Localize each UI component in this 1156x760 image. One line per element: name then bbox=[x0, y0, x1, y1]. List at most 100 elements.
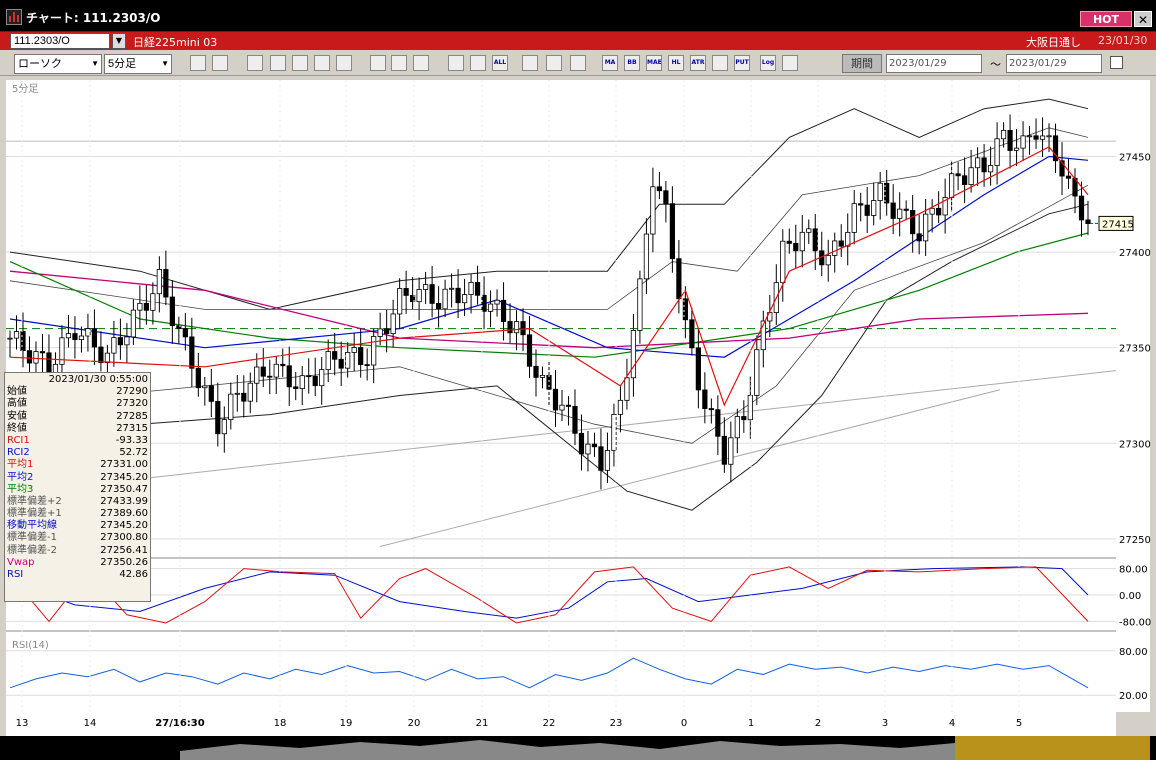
symbol-dropdown-arrow-icon[interactable]: ▼ bbox=[112, 33, 126, 49]
candle-body bbox=[241, 392, 247, 402]
toolbar-button-12[interactable] bbox=[470, 55, 486, 71]
data-window-value: 27315 bbox=[116, 422, 148, 434]
date-range-separator: 〜 bbox=[990, 58, 1001, 71]
toolbar-button-23[interactable]: PUT bbox=[734, 55, 750, 71]
toolbar-button-15[interactable] bbox=[546, 55, 562, 71]
candle-body bbox=[364, 364, 370, 366]
toolbar-button-21[interactable]: ATR bbox=[690, 55, 706, 71]
candle-body bbox=[442, 288, 448, 310]
toolbar-button-3[interactable] bbox=[247, 55, 263, 71]
candle-body bbox=[585, 443, 591, 455]
toolbar-button-7[interactable] bbox=[336, 55, 352, 71]
auto-checkbox[interactable] bbox=[1110, 56, 1123, 69]
symbol-input[interactable]: 111.2303/O bbox=[10, 33, 110, 49]
candle-body bbox=[1059, 160, 1065, 177]
candle-body bbox=[59, 337, 65, 365]
rci-tick-label: 80.00 bbox=[1119, 565, 1148, 576]
candle-body bbox=[676, 258, 682, 300]
instrument-bar: 111.2303/O ▼ 日経225mini 03 大阪日通し 23/01/30 bbox=[0, 32, 1156, 50]
candle-body bbox=[1065, 175, 1072, 179]
price-plot: 27250 27300 27350 27400 27450 27415 bbox=[6, 98, 1151, 548]
toolbar-button-10[interactable] bbox=[413, 55, 429, 71]
x-tick-label: 22 bbox=[543, 718, 556, 729]
toolbar-button-13[interactable]: ALL bbox=[492, 55, 508, 71]
toolbar-button-18[interactable]: BB bbox=[624, 55, 640, 71]
price-axis-background bbox=[1116, 80, 1150, 712]
candle-body bbox=[741, 416, 747, 421]
candle-body bbox=[384, 328, 390, 334]
candle-body bbox=[845, 231, 851, 247]
toolbar-button-14[interactable] bbox=[522, 55, 538, 71]
candle-body bbox=[39, 351, 46, 354]
data-window-value: 27256.41 bbox=[100, 544, 148, 556]
candle-body bbox=[72, 333, 78, 340]
interval-select[interactable]: 5分足 ▼ bbox=[104, 54, 172, 74]
info-date: 23/01/30 bbox=[1098, 34, 1148, 47]
candle-body bbox=[494, 299, 500, 305]
candle-body bbox=[397, 288, 403, 315]
candle-body bbox=[981, 157, 987, 173]
candle-body bbox=[286, 365, 292, 388]
candle-body bbox=[1020, 135, 1026, 149]
candle-body bbox=[884, 182, 890, 204]
candle-body bbox=[448, 287, 455, 290]
toolbar-button-25[interactable] bbox=[782, 55, 798, 71]
y-tick-label: 27300 bbox=[1119, 439, 1151, 450]
toolbar-button-22[interactable] bbox=[712, 55, 728, 71]
candle-body bbox=[864, 204, 870, 216]
data-window-label: 移動平均線 bbox=[7, 520, 57, 532]
data-window-value: 27331.00 bbox=[100, 459, 148, 471]
candle-body bbox=[332, 351, 338, 360]
data-window-label: 標準偏差-2 bbox=[7, 544, 57, 556]
x-tick-label: 0 bbox=[681, 718, 687, 729]
candle-body bbox=[91, 328, 98, 348]
candle-body bbox=[987, 165, 994, 173]
toolbar-button-9[interactable] bbox=[391, 55, 407, 71]
toolbar-button-11[interactable] bbox=[448, 55, 464, 71]
toolbar-button-20[interactable]: HL bbox=[668, 55, 684, 71]
date-from-input[interactable]: 2023/01/29 bbox=[886, 54, 982, 73]
x-tick-label: 2 bbox=[815, 718, 821, 729]
toolbar-button-5[interactable] bbox=[292, 55, 308, 71]
chart-type-value: ローソク bbox=[18, 58, 62, 70]
average2-line bbox=[9, 155, 1089, 358]
data-window-row: 高値 27320 bbox=[7, 398, 148, 410]
period-button[interactable]: 期間 bbox=[842, 54, 882, 73]
candle-body bbox=[85, 328, 91, 337]
toolbar-button-17[interactable]: MA bbox=[602, 55, 618, 71]
toolbar-button-1[interactable] bbox=[190, 55, 206, 71]
toolbar-button-2[interactable] bbox=[212, 55, 228, 71]
data-window-value: 27285 bbox=[116, 410, 148, 422]
overview-selection[interactable] bbox=[955, 736, 1150, 760]
toolbar-button-16[interactable] bbox=[570, 55, 586, 71]
chart-toolbar: ローソク ▼ 5分足 ▼ ALL MA BB MAE HL ATR PUT Log 期間 2023… bbox=[0, 50, 1156, 76]
candle-body bbox=[507, 321, 513, 334]
data-window-row: 安値 27285 bbox=[7, 411, 148, 423]
chart-type-select[interactable]: ローソク ▼ bbox=[14, 54, 102, 74]
candle-body bbox=[910, 210, 916, 235]
data-window-time: 2023/01/30 0:55:00 bbox=[7, 374, 148, 386]
toolbar-button-19[interactable]: MAE bbox=[646, 55, 662, 71]
toolbar-button-4[interactable] bbox=[270, 55, 286, 71]
candle-body bbox=[780, 240, 786, 284]
candle-body bbox=[403, 288, 409, 296]
toolbar-button-8[interactable] bbox=[370, 55, 386, 71]
candle-body bbox=[481, 294, 487, 312]
y-tick-label: 27250 bbox=[1119, 535, 1151, 546]
hot-button[interactable]: HOT bbox=[1080, 11, 1132, 27]
candle-body bbox=[500, 299, 507, 322]
chart-area[interactable]: 5分足 27250 27300 27350 27400 27450 27415 80.00… bbox=[0, 76, 1156, 760]
candle-body bbox=[929, 207, 935, 215]
candle-body bbox=[351, 347, 357, 353]
candle-body bbox=[637, 278, 643, 331]
close-icon[interactable]: ✕ bbox=[1134, 11, 1152, 27]
candle-body bbox=[202, 385, 208, 389]
date-to-input[interactable]: 2023/01/29 bbox=[1006, 54, 1102, 73]
toolbar-button-24[interactable]: Log bbox=[760, 55, 776, 71]
candle-body bbox=[410, 295, 416, 303]
toolbar-button-6[interactable] bbox=[314, 55, 330, 71]
data-window-row: 始値 27290 bbox=[7, 386, 148, 398]
candle-body bbox=[468, 281, 474, 295]
candle-body bbox=[832, 240, 838, 256]
current-price-label: 27415 bbox=[1102, 219, 1134, 230]
